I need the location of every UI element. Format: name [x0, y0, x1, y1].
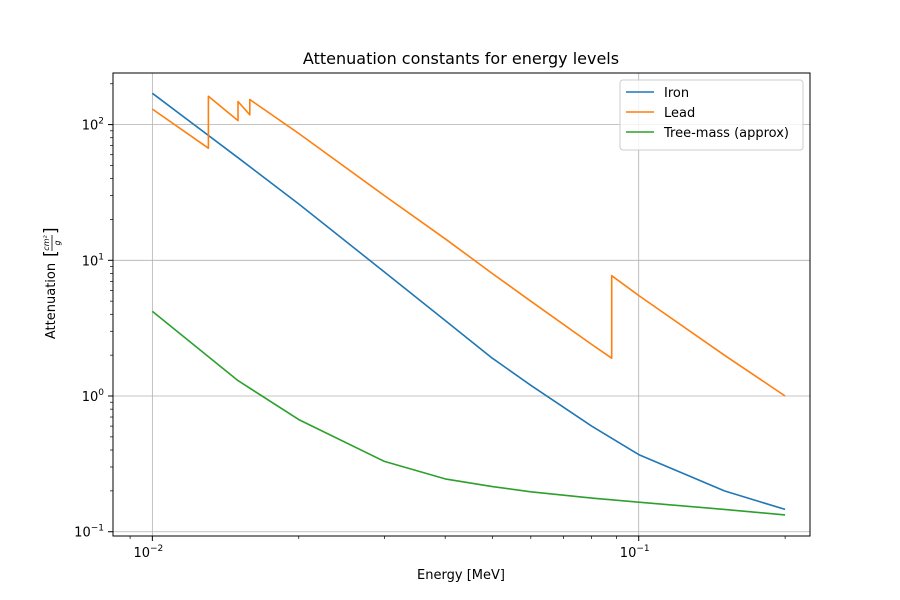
y-tick-label-exponent: −1 [91, 524, 104, 534]
y-tick-label: 101 [82, 252, 104, 269]
y-tick-label-base: 10 [74, 526, 91, 541]
y-axis-title-text: Attenuation [44, 263, 59, 339]
legend-label: Iron [664, 86, 689, 101]
y-axis-title: Attenuation [ cm² g ] [41, 227, 62, 339]
x-tick-label: 10−2 [133, 544, 163, 561]
y-axis-unit-bracket-right: ] [41, 227, 61, 234]
y-tick-label-base: 10 [82, 254, 99, 269]
series-line-lead [151, 95, 786, 397]
legend-label: Lead [664, 106, 695, 121]
y-tick-label-exponent: 0 [98, 388, 104, 398]
y-tick-label-exponent: 2 [98, 117, 104, 127]
legend: Iron Lead Tree-mass (approx) [619, 79, 804, 151]
x-tick-label-exponent: −2 [150, 544, 163, 554]
y-axis-unit-numerator: cm² [42, 235, 51, 251]
series-line-iron [151, 92, 786, 511]
plot-frame [112, 72, 811, 537]
y-axis-unit-denominator: g [53, 240, 62, 245]
chart-title: Attenuation constants for energy levels [303, 49, 619, 68]
legend-box [619, 79, 804, 151]
x-tick-label: 10−1 [620, 544, 650, 561]
y-tick-label: 102 [82, 117, 104, 134]
x-axis-title: Energy [MeV] [417, 568, 505, 583]
y-tick-label-base: 10 [82, 390, 99, 405]
y-axis-unit-bracket-left: [ [41, 250, 61, 257]
x-tick-label-exponent: −1 [636, 544, 649, 554]
y-tick-label-base: 10 [82, 119, 99, 134]
y-tick-label: 10−1 [74, 524, 104, 541]
x-tick-label-base: 10 [620, 546, 637, 561]
series-line-tree-mass-approx [151, 310, 786, 516]
legend-label: Tree-mass (approx) [663, 126, 789, 141]
y-tick-label-exponent: 1 [98, 252, 104, 262]
x-tick-label-base: 10 [133, 546, 150, 561]
series-layer [151, 92, 786, 516]
svg-text:Attenuation: Attenuation [44, 263, 59, 339]
y-tick-label: 100 [82, 388, 105, 405]
